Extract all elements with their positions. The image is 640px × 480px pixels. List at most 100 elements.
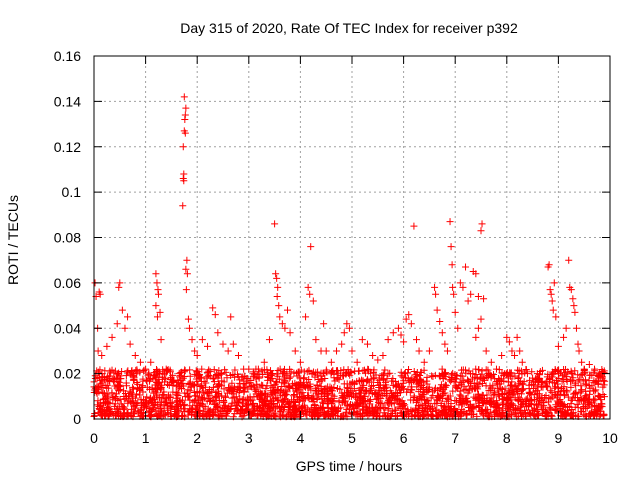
data-point	[236, 376, 244, 384]
data-point	[456, 279, 464, 287]
data-point	[412, 405, 420, 413]
data-point	[113, 381, 121, 389]
data-point	[167, 379, 175, 387]
data-point	[344, 384, 352, 392]
data-point	[223, 412, 231, 420]
data-point	[457, 392, 465, 400]
data-point	[220, 399, 228, 407]
data-point	[509, 372, 517, 380]
data-point	[528, 368, 536, 376]
data-point	[442, 382, 450, 390]
data-point	[413, 336, 420, 344]
data-point	[181, 111, 189, 119]
data-point	[103, 390, 111, 398]
data-point	[312, 387, 320, 395]
data-point	[273, 274, 281, 282]
data-point	[286, 384, 294, 392]
data-point	[503, 370, 511, 378]
data-point	[574, 404, 582, 412]
data-point	[548, 297, 556, 305]
data-point	[160, 388, 168, 396]
data-point	[374, 356, 382, 364]
data-point	[571, 379, 579, 387]
data-point	[314, 411, 322, 419]
data-point	[276, 365, 284, 373]
data-point	[302, 313, 310, 321]
data-point	[308, 394, 316, 402]
data-point	[489, 382, 497, 390]
data-point	[191, 370, 199, 378]
data-point	[191, 347, 199, 355]
data-point	[180, 93, 188, 101]
data-point	[518, 358, 526, 366]
data-point	[343, 384, 351, 392]
data-point	[433, 306, 441, 314]
data-point	[328, 399, 336, 407]
data-point	[558, 408, 566, 416]
data-point	[368, 404, 376, 412]
data-point	[367, 382, 375, 390]
data-point	[280, 392, 288, 400]
data-point	[420, 366, 428, 374]
data-point	[366, 400, 374, 408]
data-point	[317, 405, 325, 413]
data-point	[551, 406, 559, 414]
data-point	[353, 358, 361, 366]
data-point	[513, 333, 521, 341]
data-point	[528, 380, 536, 388]
data-point	[318, 403, 326, 411]
data-point	[118, 403, 126, 411]
data-point	[315, 386, 323, 394]
data-point	[512, 405, 520, 413]
data-point	[464, 376, 472, 384]
data-point	[137, 406, 145, 414]
data-point	[438, 408, 446, 416]
data-point	[234, 373, 242, 381]
data-point	[418, 406, 426, 414]
data-point	[278, 370, 286, 378]
data-point	[112, 395, 120, 403]
data-point	[549, 393, 557, 401]
data-point	[459, 283, 467, 291]
data-point	[472, 270, 480, 278]
x-tick-label: 10	[602, 430, 618, 446]
data-point	[450, 378, 458, 386]
data-point	[303, 368, 311, 376]
data-point	[203, 373, 211, 381]
data-point	[498, 407, 506, 415]
data-point	[567, 383, 575, 391]
data-point	[574, 371, 582, 379]
data-point	[463, 397, 471, 405]
data-point	[405, 409, 413, 417]
data-point	[285, 399, 293, 407]
data-point	[555, 388, 563, 396]
data-point	[285, 374, 293, 382]
data-point	[493, 410, 501, 418]
data-point	[209, 383, 217, 391]
data-point	[514, 366, 522, 374]
data-point	[542, 392, 550, 400]
data-point	[474, 324, 482, 332]
data-point	[192, 405, 200, 413]
data-point	[480, 295, 488, 303]
data-point	[101, 406, 109, 414]
data-point	[400, 338, 408, 346]
data-point	[348, 387, 356, 395]
data-point	[323, 409, 331, 417]
data-point	[186, 387, 194, 395]
data-point	[449, 387, 457, 395]
data-point	[510, 389, 518, 397]
data-point	[364, 365, 372, 373]
data-point	[474, 395, 482, 403]
data-point	[480, 375, 488, 383]
data-point	[112, 390, 120, 398]
data-point	[97, 380, 105, 388]
data-point	[128, 368, 136, 376]
data-point	[564, 393, 572, 401]
data-point	[420, 358, 428, 366]
data-point	[146, 385, 154, 393]
data-point	[121, 324, 129, 332]
data-point	[274, 372, 282, 380]
data-point	[554, 342, 562, 350]
